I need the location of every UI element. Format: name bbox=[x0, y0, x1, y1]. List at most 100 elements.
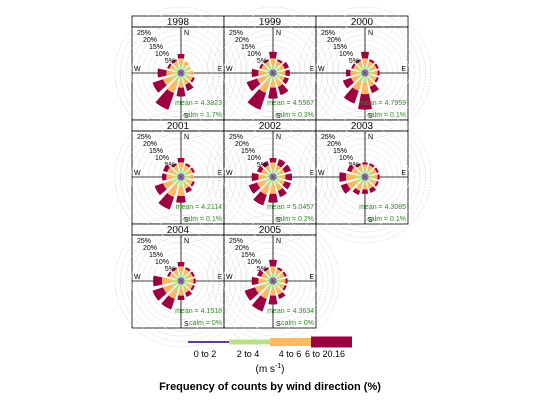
legend-swatch-0 bbox=[188, 341, 229, 343]
wedge-120-1 bbox=[183, 178, 189, 183]
wedge-330-0 bbox=[270, 173, 273, 176]
wedge-120-3 bbox=[374, 77, 379, 83]
mean-label: mean = 4.5567 bbox=[267, 100, 314, 107]
wedge-210-2 bbox=[260, 288, 270, 300]
wedge-90-3 bbox=[193, 278, 196, 284]
ring-label: 5% bbox=[257, 162, 267, 169]
wedge-30-0 bbox=[273, 277, 276, 280]
wedge-120-1 bbox=[275, 282, 281, 287]
compass-e: E bbox=[309, 274, 314, 281]
mean-label: mean = 4.3823 bbox=[175, 100, 222, 107]
compass-e: E bbox=[217, 66, 222, 73]
ring-label: 25% bbox=[321, 30, 335, 37]
wedge-330-3 bbox=[355, 163, 361, 168]
wedge-60-2 bbox=[279, 272, 285, 279]
compass-w: W bbox=[226, 66, 233, 73]
wedge-180-1 bbox=[271, 180, 275, 186]
wedge-240-0 bbox=[361, 177, 364, 180]
compass-w: W bbox=[226, 274, 233, 281]
ring-label: 15% bbox=[333, 148, 347, 155]
ring-label: 25% bbox=[137, 30, 151, 37]
wedge-30-1 bbox=[274, 169, 279, 175]
wedge-210-0 bbox=[362, 74, 365, 77]
calm-label: calm = 0.1% bbox=[183, 216, 222, 223]
ring-label: 10% bbox=[155, 51, 169, 58]
calm-label: calm = 0.1% bbox=[367, 112, 406, 119]
wedge-120-2 bbox=[279, 75, 285, 82]
wedge-0-3 bbox=[362, 162, 368, 165]
wedge-60-1 bbox=[183, 67, 189, 72]
wedge-30-1 bbox=[366, 65, 371, 71]
wedge-210-2 bbox=[167, 80, 178, 94]
wedge-270-0 bbox=[269, 176, 272, 178]
compass-n: N bbox=[276, 238, 281, 245]
ring-label: 10% bbox=[247, 259, 261, 266]
wedge-240-1 bbox=[265, 74, 271, 79]
legend-label-2: 4 to 6 bbox=[279, 349, 302, 359]
ring-label: 15% bbox=[149, 148, 163, 155]
ring-label: 25% bbox=[229, 238, 243, 245]
calm-label: calm = 0% bbox=[189, 320, 222, 327]
compass-e: E bbox=[217, 274, 222, 281]
wedge-90-0 bbox=[366, 176, 369, 178]
wedge-60-3 bbox=[374, 167, 379, 173]
grid-ring bbox=[223, 231, 323, 331]
wedge-300-2 bbox=[169, 272, 175, 279]
wedge-240-3 bbox=[152, 287, 167, 301]
wedge-300-1 bbox=[265, 171, 271, 176]
wedge-300-3 bbox=[167, 271, 172, 277]
ring-label: 20% bbox=[327, 37, 341, 44]
wedge-210-3 bbox=[352, 188, 361, 196]
wedge-330-1 bbox=[175, 273, 180, 279]
wedge-210-3 bbox=[251, 295, 267, 312]
wedge-90-2 bbox=[188, 70, 194, 76]
wedge-210-1 bbox=[174, 75, 180, 83]
wedge-90-0 bbox=[274, 176, 277, 178]
wedge-270-3 bbox=[339, 172, 347, 182]
panel-year: 2004 bbox=[167, 225, 190, 236]
wedge-270-2 bbox=[161, 277, 171, 285]
wedge-60-2 bbox=[187, 66, 191, 71]
wedge-30-3 bbox=[369, 59, 375, 64]
wedge-180-0 bbox=[272, 178, 274, 181]
ring-label: 5% bbox=[349, 58, 359, 65]
wedge-330-0 bbox=[178, 277, 181, 280]
ring-label: 25% bbox=[229, 134, 243, 141]
wedge-300-3 bbox=[162, 164, 170, 173]
compass-s: S bbox=[184, 113, 189, 120]
wedge-180-0 bbox=[364, 74, 366, 77]
legend-label-0: 0 to 2 bbox=[194, 349, 217, 359]
wedge-240-1 bbox=[171, 282, 179, 288]
wedge-210-1 bbox=[174, 179, 180, 187]
wedge-150-3 bbox=[277, 292, 286, 300]
wedge-210-1 bbox=[266, 179, 272, 187]
wedge-120-0 bbox=[366, 73, 369, 76]
wedge-150-0 bbox=[181, 74, 184, 77]
wedge-150-3 bbox=[185, 290, 193, 297]
wedge-210-3 bbox=[247, 89, 267, 110]
wedge-90-0 bbox=[182, 72, 185, 74]
wedge-30-2 bbox=[183, 269, 190, 275]
wedge-0-1 bbox=[271, 272, 275, 278]
wedge-300-2 bbox=[261, 168, 267, 175]
wedge-210-2 bbox=[352, 80, 362, 92]
wedge-270-2 bbox=[166, 70, 174, 76]
ring-label: 20% bbox=[235, 245, 249, 252]
compass-s: S bbox=[276, 113, 281, 120]
wedge-300-0 bbox=[361, 70, 364, 73]
grid-ring bbox=[315, 127, 415, 227]
wedge-240-2 bbox=[162, 284, 174, 294]
wedge-30-2 bbox=[275, 165, 282, 171]
grid-ring bbox=[309, 17, 421, 129]
wedge-0-1 bbox=[179, 168, 183, 174]
wedge-150-0 bbox=[273, 282, 276, 285]
panel-year: 2005 bbox=[259, 225, 282, 236]
wedge-270-3 bbox=[345, 69, 351, 77]
wedge-270-2 bbox=[166, 174, 174, 180]
wedge-180-0 bbox=[272, 74, 274, 77]
wedge-270-3 bbox=[251, 172, 259, 182]
wedge-90-3 bbox=[285, 173, 293, 181]
wedge-270-1 bbox=[172, 71, 178, 75]
wedge-120-2 bbox=[187, 179, 193, 186]
